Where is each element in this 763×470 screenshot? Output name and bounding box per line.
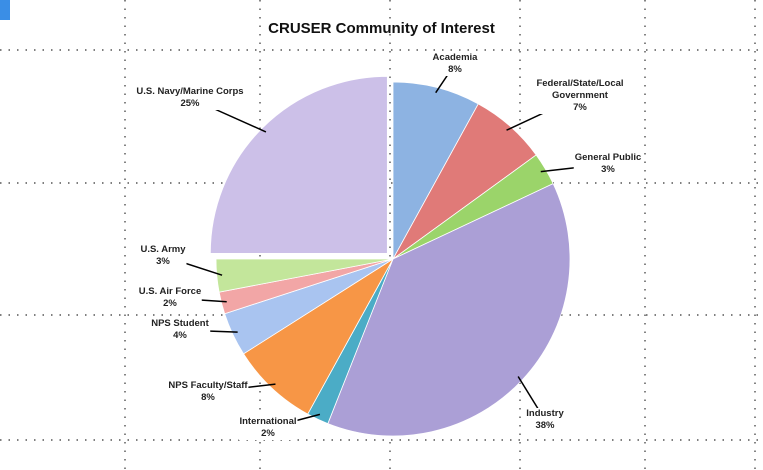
corner [0,0,10,20]
slice-label: NPS Faculty/Staff 8% [167,380,249,404]
slice-label: General Public 3% [573,152,643,176]
value-label: 4% [173,330,187,341]
category-label: NPS Student [151,318,209,329]
pie [162,63,609,437]
category-label: U.S. Army [140,244,186,255]
pie-slice [209,75,388,254]
category-label: Industry [526,408,564,419]
category-label: International [239,416,297,427]
value-label: 38% [535,420,555,431]
pie-slice [243,258,394,415]
chart-title: CRUSER Community of Interest [268,20,495,37]
slice-label: NPS Student 4% [150,318,210,342]
category-label: Federal/State/Local Government [536,78,624,101]
value-label: 3% [156,256,170,267]
value-label: 3% [601,164,615,175]
slice-label: Industry 38% [525,408,565,432]
value-label: 2% [163,298,177,309]
value-label: 7% [573,102,587,113]
value-label: 8% [448,64,462,75]
pie-slice [215,258,394,293]
value-label: 8% [201,392,215,403]
category-label: General Public [574,152,642,163]
pie-slice [327,183,571,437]
category-label: U.S. Air Force [138,286,202,297]
value-label: 2% [261,428,275,439]
pie-slice [392,81,479,260]
slice-label: Academia 8% [431,52,479,76]
slice-label: U.S. Navy/Marine Corps 25% [135,86,245,110]
slice-label: International 2% [238,416,298,440]
slice-label: U.S. Army 3% [139,244,187,268]
category-label: Academia [432,52,478,63]
value-label: 25% [180,98,200,109]
slice-label: U.S. Air Force 2% [137,286,203,310]
slice-label: Federal/State/Local Government 7% [524,78,636,114]
category-label: U.S. Navy/Marine Corps [136,86,244,97]
category-label: NPS Faculty/Staff [168,380,248,391]
